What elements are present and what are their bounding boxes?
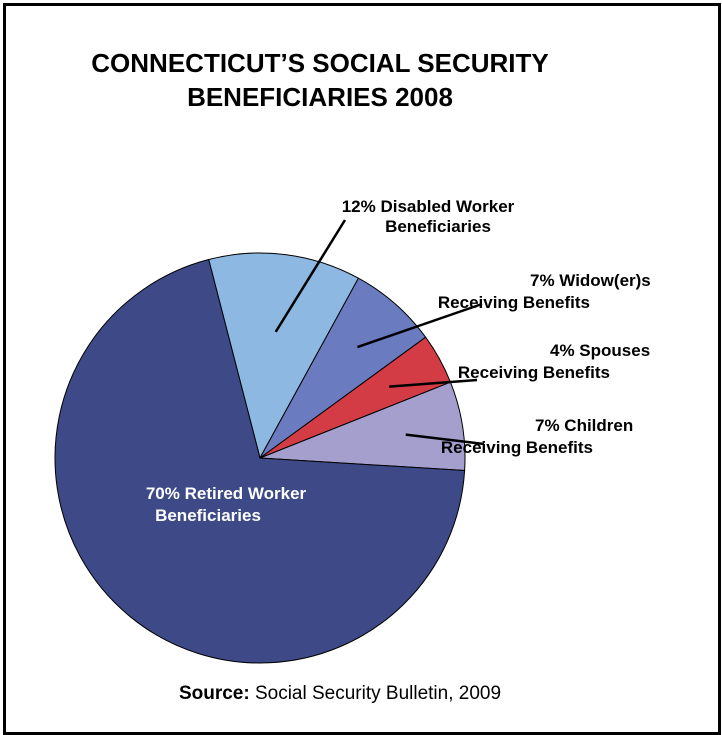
pie-slice-disabled-worker-beneficiaries bbox=[208, 252, 360, 460]
source-note: Source: Social Security Bulletin, 2009 bbox=[0, 683, 680, 705]
slice-label-line: 7% Widow(er)s bbox=[530, 271, 651, 290]
source-text: Social Security Bulletin, 2009 bbox=[249, 683, 502, 704]
leader-line bbox=[274, 219, 347, 333]
pie-slices bbox=[54, 252, 466, 664]
slice-label-line: 4% Spouses bbox=[550, 341, 650, 360]
chart-title-line-1: CONNECTICUT’S SOCIAL SECURITY bbox=[91, 48, 549, 78]
pie-slice-retired-worker-beneficiaries bbox=[54, 258, 466, 664]
leader-line bbox=[405, 433, 485, 446]
leader-line bbox=[357, 302, 483, 349]
chart-title-line-2: BENEFICIARIES 2008 bbox=[187, 82, 453, 112]
leader-line bbox=[389, 378, 478, 388]
source-label: Source: bbox=[178, 683, 250, 704]
slice-label-line: 7% Children bbox=[535, 416, 633, 435]
slice-label-line: Beneficiaries bbox=[385, 217, 491, 236]
slice-label-line: Receiving Benefits bbox=[441, 438, 593, 457]
slice-label-line: Receiving Benefits bbox=[438, 293, 590, 312]
slice-label-line: Beneficiaries bbox=[155, 506, 261, 525]
chart-title: CONNECTICUT’S SOCIAL SECURITY BENEFICIAR… bbox=[0, 46, 640, 114]
slice-label-line: Receiving Benefits bbox=[458, 363, 610, 382]
leader-lines bbox=[274, 219, 485, 446]
slice-label-line: 70% Retired Worker bbox=[146, 484, 307, 503]
slice-label-line: 12% Disabled Worker bbox=[342, 197, 515, 216]
